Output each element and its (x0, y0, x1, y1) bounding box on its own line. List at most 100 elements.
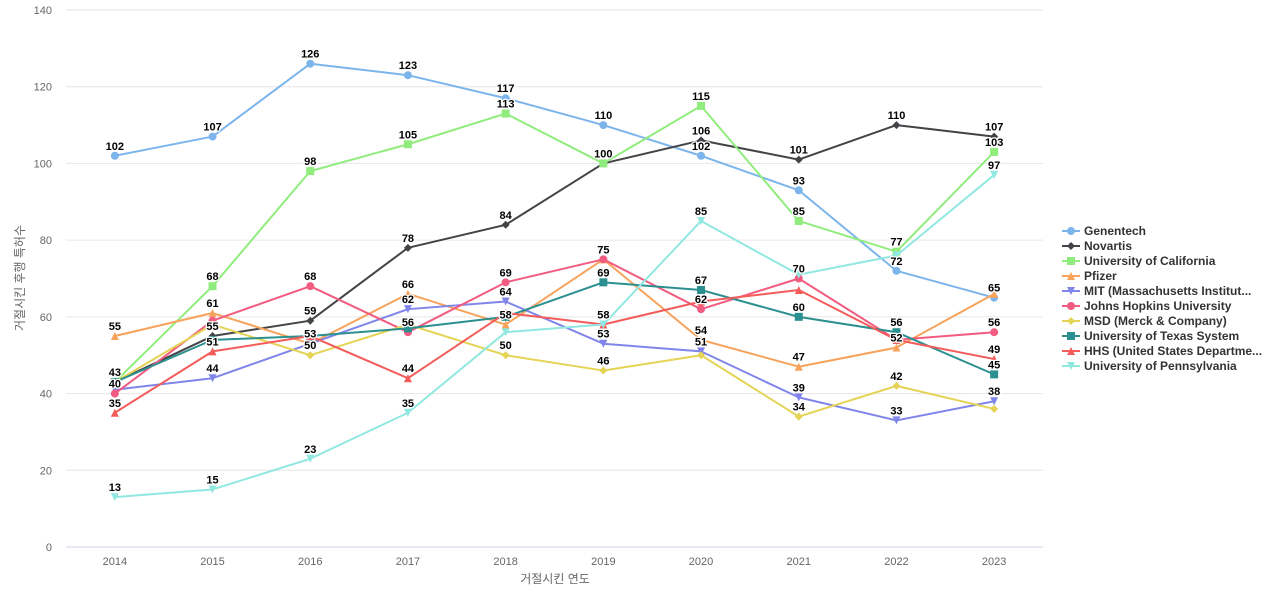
data-label: 62 (695, 294, 707, 306)
data-label: 44 (206, 363, 219, 375)
data-point (990, 370, 999, 379)
series-lines (110, 59, 999, 502)
x-tick-label: 2015 (200, 556, 224, 568)
data-label: 110 (594, 110, 612, 122)
data-label: 97 (988, 160, 1000, 172)
legend: Genentech Novartis University of Californi… (1062, 223, 1277, 373)
data-label: 47 (793, 352, 805, 364)
data-label: 101 (790, 145, 808, 157)
data-label: 44 (402, 363, 415, 375)
data-point (990, 170, 999, 179)
data-point (697, 351, 706, 360)
series-group (110, 320, 999, 421)
legend-label: MIT (Massachusetts Institut... (1084, 283, 1252, 298)
data-point (697, 297, 706, 306)
legend-item[interactable]: University of Pennsylvania (1062, 358, 1277, 373)
data-label: 85 (695, 206, 707, 218)
gridlines (66, 9, 1043, 548)
data-label: 58 (500, 310, 512, 322)
x-axis: 2014 2015 2016 2017 2018 2019 2020 2021 2022 2023 (103, 556, 1007, 568)
data-label: 54 (695, 325, 708, 337)
data-labels: 1025543403513107686155514415126986859535… (104, 47, 1004, 495)
data-label: 43 (109, 367, 121, 379)
data-point (208, 374, 217, 383)
series-group (110, 59, 999, 302)
legend-item[interactable]: MIT (Massachusetts Institut... (1062, 283, 1277, 298)
data-label: 34 (793, 402, 806, 414)
x-tick-label: 2022 (884, 556, 908, 568)
data-label: 78 (402, 233, 414, 245)
data-point (794, 216, 803, 225)
data-point (697, 216, 706, 225)
x-tick-label: 2020 (689, 556, 713, 568)
data-label: 40 (109, 379, 121, 391)
legend-item[interactable]: Johns Hopkins University (1062, 298, 1277, 313)
series-group (110, 286, 999, 417)
data-label: 107 (203, 122, 221, 134)
data-point (697, 136, 706, 145)
data-point (501, 297, 510, 306)
series-group (110, 101, 999, 387)
legend-item[interactable]: University of Texas System (1062, 328, 1277, 343)
data-label: 110 (888, 110, 906, 122)
data-point (403, 374, 412, 383)
legend-item[interactable]: Novartis (1062, 238, 1277, 253)
data-label: 51 (695, 336, 707, 348)
data-label: 65 (988, 283, 1000, 295)
data-point (892, 335, 901, 344)
data-label: 50 (500, 340, 512, 352)
data-point (599, 366, 608, 375)
legend-symbol (1062, 226, 1080, 235)
data-point (794, 186, 803, 195)
series-line (114, 104, 995, 383)
data-point (892, 381, 901, 390)
data-point (990, 404, 999, 413)
data-label: 69 (500, 267, 512, 279)
data-point (794, 270, 803, 279)
x-tick-label: 2017 (396, 556, 420, 568)
data-label: 50 (304, 340, 316, 352)
series-line (114, 258, 995, 368)
data-point (403, 71, 412, 80)
y-tick-label: 140 (34, 5, 52, 17)
x-tick-label: 2016 (298, 556, 322, 568)
x-axis-title: 거절시킨 연도 (520, 572, 590, 586)
legend-symbol (1062, 316, 1080, 325)
data-point (501, 328, 510, 337)
x-tick-label: 2014 (103, 556, 127, 568)
legend-item[interactable]: Genentech (1062, 223, 1277, 238)
data-point (208, 132, 217, 141)
data-point (697, 335, 706, 344)
data-point (306, 351, 315, 360)
series-group (110, 170, 999, 502)
data-point (501, 351, 510, 360)
legend-symbol (1062, 271, 1080, 280)
data-label: 58 (597, 310, 609, 322)
data-label: 33 (890, 405, 902, 417)
data-label: 53 (304, 329, 316, 341)
series-line (114, 174, 995, 499)
legend-symbol (1062, 361, 1080, 370)
data-label: 56 (402, 317, 414, 329)
legend-item[interactable]: HHS (United States Departme... (1062, 343, 1277, 358)
data-label: 69 (597, 267, 609, 279)
data-label: 126 (301, 49, 319, 61)
series-group (110, 255, 999, 371)
data-point (110, 408, 119, 417)
x-tick-label: 2023 (982, 556, 1006, 568)
data-point (110, 493, 119, 502)
data-point (697, 101, 706, 110)
series-line (114, 300, 995, 422)
data-label: 85 (793, 206, 805, 218)
data-label: 35 (109, 398, 121, 410)
legend-item[interactable]: MSD (Merck & Company) (1062, 313, 1277, 328)
legend-item[interactable]: University of California (1062, 253, 1277, 268)
data-label: 93 (793, 175, 805, 187)
data-point (306, 454, 315, 463)
legend-label: Genentech (1084, 223, 1147, 238)
data-label: 105 (399, 129, 417, 141)
legend-item[interactable]: Pfizer (1062, 268, 1277, 283)
legend-symbol (1062, 256, 1080, 265)
